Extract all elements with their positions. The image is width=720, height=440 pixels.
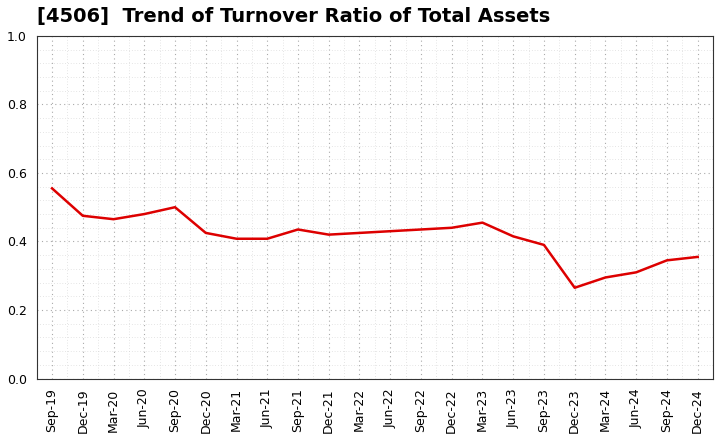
Text: [4506]  Trend of Turnover Ratio of Total Assets: [4506] Trend of Turnover Ratio of Total … <box>37 7 550 26</box>
